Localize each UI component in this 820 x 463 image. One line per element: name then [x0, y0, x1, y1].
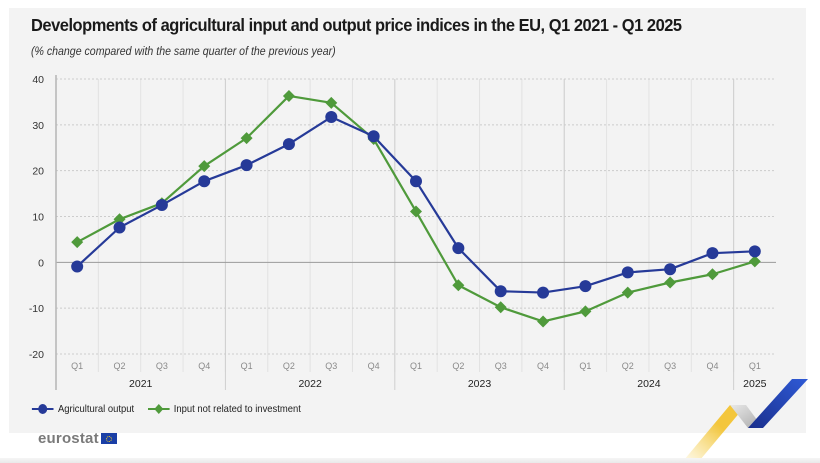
x-tick-label: Q3: [495, 361, 507, 371]
x-tick-label: Q1: [71, 361, 83, 371]
legend: Agricultural output Input not related to…: [31, 403, 301, 415]
x-tick-label: Q1: [749, 361, 761, 371]
x-tick-label: Q4: [706, 361, 718, 371]
x-tick-label: Q3: [325, 361, 337, 371]
data-point-input: [664, 276, 677, 289]
legend-label-output: Agricultural output: [58, 403, 135, 415]
data-point-input: [452, 279, 465, 292]
data-point-output: [494, 285, 507, 298]
legend-item-input[interactable]: Input not related to investment: [147, 403, 301, 415]
y-tick-label: 40: [32, 74, 44, 86]
year-label: 2023: [468, 378, 492, 390]
decorative-ribbon-icon: [685, 379, 808, 458]
data-point-output: [113, 221, 126, 234]
y-tick-label: -10: [29, 303, 44, 315]
data-point-output: [71, 260, 84, 273]
x-tick-label: Q2: [452, 361, 464, 371]
data-point-input: [537, 315, 550, 328]
diamond-marker-icon: [147, 404, 170, 414]
y-tick-label: 0: [38, 257, 44, 269]
data-point-output: [452, 242, 465, 255]
y-tick-label: 20: [32, 166, 44, 178]
series-line-output: [76, 115, 755, 294]
data-point-input: [494, 301, 507, 314]
x-tick-label: Q3: [156, 361, 168, 371]
data-point-output: [325, 111, 338, 124]
x-tick-label: Q4: [537, 361, 549, 371]
chart-subtitle: (% change compared with the same quarter…: [31, 46, 336, 58]
data-point-output: [748, 245, 761, 258]
year-label: 2024: [637, 378, 661, 390]
circle-marker-icon: [31, 404, 54, 414]
data-point-input: [579, 305, 592, 318]
data-point-input: [325, 96, 338, 109]
eurostat-logo: eurostat: [38, 430, 117, 447]
x-tick-label: Q1: [410, 361, 422, 371]
eu-flag-icon: [100, 433, 117, 444]
y-tick-label: -20: [29, 349, 44, 361]
year-label: 2021: [129, 378, 153, 390]
legend-item-output[interactable]: Agricultural output: [31, 403, 134, 415]
data-point-input: [748, 255, 761, 268]
x-tick-label: Q1: [579, 361, 591, 371]
x-tick-label: Q4: [368, 361, 380, 371]
data-point-output: [410, 175, 422, 188]
x-tick-label: Q3: [664, 361, 676, 371]
legend-label-input: Input not related to investment: [173, 403, 301, 415]
y-tick-label: 30: [32, 120, 44, 132]
data-point-output: [706, 247, 719, 260]
year-label: 2022: [298, 378, 322, 390]
chart-title: Developments of agricultural input and o…: [31, 15, 682, 35]
year-label: 2025: [743, 378, 767, 390]
data-point-input: [706, 268, 719, 281]
data-point-output: [155, 199, 168, 212]
data-point-input: [410, 205, 422, 218]
data-point-output: [282, 138, 295, 151]
logo-text: eurostat: [38, 430, 99, 447]
data-point-input: [71, 236, 84, 249]
x-tick-label: Q4: [198, 361, 210, 371]
x-tick-label: Q1: [241, 361, 253, 371]
data-point-output: [367, 130, 380, 143]
data-point-input: [621, 286, 634, 299]
y-tick-label: 10: [32, 212, 44, 224]
data-point-output: [537, 286, 550, 299]
data-point-output: [240, 159, 253, 172]
x-tick-label: Q2: [622, 361, 634, 371]
data-point-input: [240, 132, 253, 145]
data-point-output: [664, 263, 677, 276]
data-point-output: [198, 175, 211, 188]
data-point-input: [282, 89, 295, 102]
data-point-input: [113, 213, 126, 226]
data-point-input: [198, 160, 211, 173]
data-point-output: [621, 266, 634, 279]
x-tick-label: Q2: [114, 361, 126, 371]
x-tick-label: Q2: [283, 361, 295, 371]
data-point-output: [579, 280, 592, 293]
footer-bar: [0, 458, 820, 463]
